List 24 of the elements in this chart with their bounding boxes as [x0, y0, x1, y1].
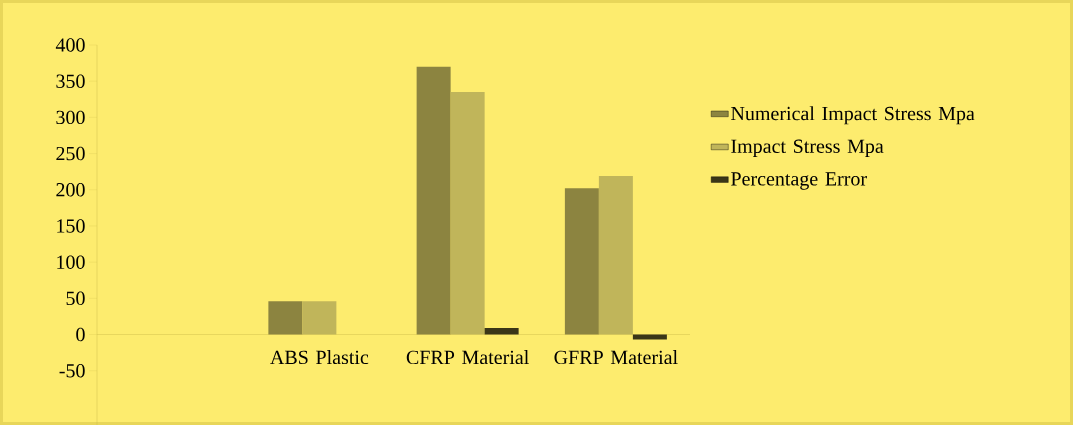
bar: [564, 188, 599, 335]
x-tick-label: ABS Plastic: [270, 349, 369, 364]
y-tick-label: 250: [56, 146, 85, 161]
y-tick-label: 50: [66, 291, 85, 305]
bar: [302, 301, 337, 335]
legend-label: Percentage Error: [731, 172, 867, 190]
y-tick-label: 200: [56, 182, 85, 197]
bar: [632, 334, 667, 340]
bar: [268, 301, 303, 335]
x-tick-label: CFRP Material: [406, 349, 529, 364]
legend-label: Impact Stress Mpa: [731, 139, 884, 157]
bar: [450, 91, 485, 335]
y-tick-label: 100: [57, 255, 85, 269]
y-tick-label: 150: [57, 219, 85, 233]
x-tick-label: GFRP Material: [554, 349, 678, 364]
legend-label: Numerical Impact Stress Mpa: [731, 106, 975, 125]
y-tick-label: -50: [59, 363, 85, 378]
bar: [416, 66, 451, 335]
bar: [598, 175, 633, 335]
y-tick-label: 350: [56, 74, 85, 88]
bar: [484, 327, 519, 335]
y-tick-label: 0: [76, 327, 85, 342]
y-tick-label: 300: [56, 110, 85, 124]
y-tick-label: 400: [55, 38, 85, 52]
